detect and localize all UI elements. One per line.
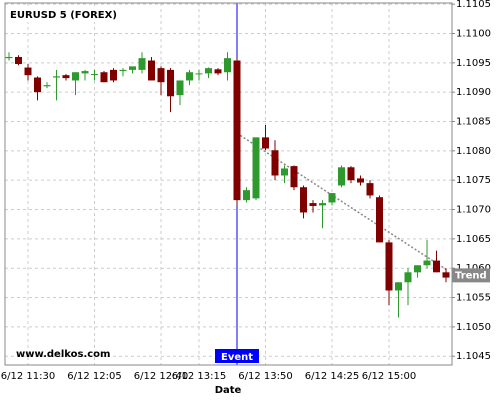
candle-body bbox=[281, 168, 288, 176]
x-tick-label: 6/12 15:00 bbox=[362, 371, 416, 382]
watermark: www.delkos.com bbox=[16, 349, 110, 360]
candle-body bbox=[34, 77, 41, 93]
y-tick-label: 1.1080 bbox=[456, 146, 491, 157]
candle-body bbox=[100, 72, 108, 83]
candle-body bbox=[119, 69, 127, 72]
candle-body bbox=[357, 178, 364, 183]
candle-body bbox=[148, 60, 155, 81]
trend-label: Trend bbox=[455, 270, 487, 281]
candle-body bbox=[366, 183, 374, 196]
candle-body bbox=[395, 282, 402, 291]
candle-body bbox=[91, 73, 98, 75]
candle-body bbox=[347, 167, 355, 181]
candle-body bbox=[271, 150, 279, 176]
candle-body bbox=[138, 58, 146, 70]
candle-body bbox=[319, 203, 326, 206]
candle-body bbox=[224, 58, 231, 73]
candle-body bbox=[195, 73, 203, 75]
candle-body bbox=[62, 75, 70, 79]
candle-body bbox=[43, 85, 51, 87]
x-tick-label: 6/12 12:40 bbox=[134, 371, 188, 382]
y-tick-label: 1.1075 bbox=[456, 175, 491, 186]
candle-body bbox=[110, 69, 117, 81]
x-tick-label: 6/12 13:50 bbox=[238, 371, 292, 382]
y-tick-label: 1.1055 bbox=[456, 293, 491, 304]
candle-body bbox=[5, 56, 13, 59]
y-tick-label: 1.1085 bbox=[456, 117, 491, 128]
x-tick-label: 6/12 12:05 bbox=[67, 371, 121, 382]
y-tick-label: 1.1090 bbox=[456, 87, 491, 98]
candle-body bbox=[442, 272, 450, 278]
candle-body bbox=[176, 80, 184, 96]
x-tick-label: 6/12 13:15 bbox=[172, 371, 226, 382]
candle-body bbox=[81, 71, 89, 74]
candle-body bbox=[24, 67, 32, 76]
y-tick-label: 1.1065 bbox=[456, 234, 491, 245]
candle-body bbox=[404, 272, 412, 283]
y-tick-label: 1.1070 bbox=[456, 205, 491, 216]
candle-body bbox=[233, 60, 241, 201]
candle-body bbox=[15, 56, 22, 65]
frame bbox=[4, 2, 453, 366]
x-tick-label: 6/12 14:25 bbox=[305, 371, 359, 382]
candle-body bbox=[423, 260, 431, 266]
chart-title: EURUSD 5 (FOREX) bbox=[10, 10, 117, 21]
y-tick-label: 1.1045 bbox=[456, 351, 491, 362]
candle-body bbox=[385, 242, 393, 291]
candle-body bbox=[72, 72, 79, 81]
candle-body bbox=[243, 190, 250, 201]
candle-body bbox=[433, 260, 440, 273]
candle-body bbox=[414, 265, 421, 273]
candle-body bbox=[186, 72, 193, 81]
candle-body bbox=[167, 69, 174, 97]
event-label-bg bbox=[215, 349, 259, 363]
candle-body bbox=[129, 66, 136, 70]
candle-body bbox=[376, 197, 383, 243]
candle-body bbox=[214, 69, 222, 74]
candle-body bbox=[309, 203, 317, 207]
x-axis-label: Date bbox=[215, 385, 242, 396]
candle-body bbox=[328, 193, 336, 203]
trend-label-bg bbox=[452, 268, 490, 283]
event-label: Event bbox=[221, 352, 253, 363]
candle-body bbox=[262, 137, 269, 149]
y-tick-label: 1.1050 bbox=[456, 322, 491, 333]
candle-body bbox=[290, 166, 298, 188]
candle-body bbox=[205, 68, 212, 74]
y-tick-label: 1.1105 bbox=[456, 0, 491, 10]
candle-body bbox=[53, 76, 60, 78]
candle-body bbox=[157, 68, 165, 83]
candle-body bbox=[338, 167, 345, 186]
candle-body bbox=[252, 137, 260, 199]
y-tick-label: 1.1100 bbox=[456, 29, 491, 40]
y-tick-label: 1.1095 bbox=[456, 58, 491, 69]
candle-body bbox=[300, 187, 307, 213]
title-bg bbox=[6, 6, 120, 22]
plot-area bbox=[5, 3, 452, 365]
x-tick-label: 6/12 11:30 bbox=[1, 371, 55, 382]
